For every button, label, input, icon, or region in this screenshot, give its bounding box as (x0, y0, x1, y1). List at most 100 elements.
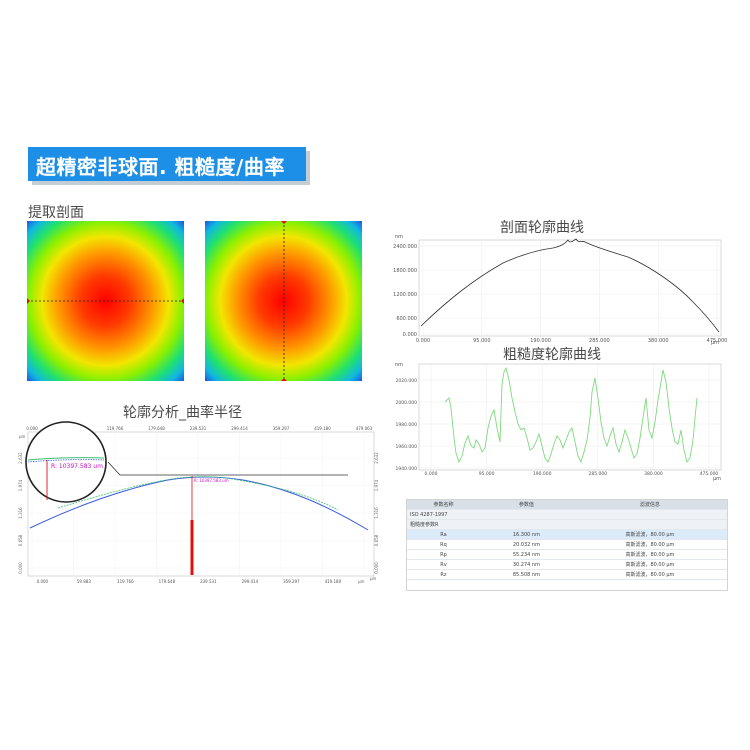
curvature-fit-line (57, 476, 339, 511)
profile-x-tick: 95.000 (473, 338, 491, 344)
table-row[interactable]: Rq 20.032 nm 高斯滤波，80.00 μm (407, 539, 727, 550)
roughness-x-tick: 475.000 (700, 471, 719, 477)
roughness-x-tick: 380.000 (644, 471, 663, 477)
roughness-x-tick: 285.000 (588, 471, 607, 477)
curvature-left-tick: 0.658 (18, 534, 23, 546)
roughness-x-ticks: 0.000 95.000 190.000 285.000 380.000 475.000 (425, 471, 719, 477)
roughness-curve-label: 粗糙度轮廓曲线 (503, 347, 601, 363)
curvature-bottom-tick: 119.766 (117, 579, 134, 584)
curvature-left-tick: 1.316 (18, 507, 23, 519)
param-filter: 高斯滤波，80.00 μm (572, 539, 727, 550)
curvature-left-tick: 0.000 (18, 562, 23, 574)
curvature-bottom-tick: 239.531 (200, 579, 217, 584)
curvature-bottom-ticks: 0.000 59.883 119.766 179.648 239.531 299.414 3… (37, 579, 342, 584)
curvature-bottom-tick: 0.000 (37, 579, 49, 584)
roughness-y-tick: 2020.000 (396, 378, 418, 384)
profile-plot-area (418, 239, 722, 337)
param-value: 16.300 nm (479, 529, 573, 540)
profile-y-tick: 2400.000 (393, 244, 417, 250)
curvature-top-tick: 119.766 (107, 426, 124, 431)
profile-y-tick: 1200.000 (393, 292, 417, 298)
heatmap-horizontal-section[interactable] (27, 221, 184, 381)
section-marker-bottom (281, 378, 287, 381)
profile-x-tick: 380.000 (648, 338, 669, 344)
curvature-left-unit: μm (19, 434, 26, 439)
profile-y-tick: 0.000 (403, 332, 417, 338)
extract-profile-label: 提取剖面 (28, 205, 84, 221)
curvature-bottom-unit: μm (358, 579, 365, 584)
curvature-top-tick: 359.297 (273, 426, 290, 431)
curvature-top-tick: 479.063 (356, 426, 373, 431)
curvature-right-tick: 1.974 (374, 479, 379, 491)
curvature-top-tick: 0.000 (26, 426, 38, 431)
title-banner: 超精密非球面. 粗糙度/曲率 (28, 147, 306, 181)
group-row[interactable]: 粗糙度参数R (407, 519, 727, 530)
roughness-y-unit: nm (395, 362, 403, 368)
zoom-profile-line (27, 459, 105, 463)
header-param-name[interactable]: 参数名称 (407, 500, 480, 510)
roughness-y-tick: 1960.000 (396, 444, 418, 450)
profile-x-tick: 0.000 (416, 338, 430, 344)
curvature-right-tick: 1.316 (374, 507, 379, 519)
profile-grid (419, 240, 721, 336)
header-param-value[interactable]: 参数值 (479, 500, 573, 510)
roughness-curve-chart[interactable]: nm 2020.000 2000.000 1980.000 1960.000 1940.… (393, 358, 728, 482)
roughness-y-tick: 1940.000 (396, 466, 418, 472)
param-name: Rq (407, 539, 480, 550)
profile-x-tick: 475.000 (707, 338, 728, 344)
curvature-right-tick: 0.658 (374, 534, 379, 546)
radius-label: R: 10397.583 um (51, 463, 103, 470)
zoom-connector-line (107, 461, 348, 476)
table-row[interactable]: Rp 55.234 nm 高斯滤波，80.00 μm (407, 549, 727, 560)
table-row[interactable]: Rv 30.274 nm 高斯滤波，80.00 μm (407, 559, 727, 570)
profile-curve-chart[interactable]: nm 2400.000 1800.000 1200.000 600.000 0.000 … (393, 230, 728, 346)
profile-y-tick: 600.000 (396, 316, 417, 322)
profile-x-ticks: 0.000 95.000 190.000 285.000 380.000 475.000 (416, 338, 728, 344)
params-table-panel: 参数名称 参数值 滤波信息 ISO 4287-1997 粗糙度参数R Ra 16… (406, 499, 728, 591)
roughness-y-tick: 2000.000 (396, 400, 418, 406)
curvature-chart[interactable]: 0.000 59.883 119.766 179.648 239.531 299.414 3… (18, 420, 380, 588)
roughness-line (444, 366, 698, 464)
curvature-left-tick: 2.632 (18, 452, 23, 464)
zoom-fit-line (27, 457, 105, 461)
heatmap-vertical-section[interactable] (205, 221, 362, 381)
curvature-bottom-tick: 419.180 (325, 579, 342, 584)
header-filter-info[interactable]: 滤波信息 (572, 500, 727, 510)
roughness-plot-area (418, 363, 722, 471)
param-value: 20.032 nm (479, 539, 573, 550)
profile-x-tick: 285.000 (589, 338, 610, 344)
roughness-grid (419, 364, 721, 470)
roughness-x-unit: μm (713, 476, 721, 482)
roughness-x-tick: 190.000 (533, 471, 552, 477)
table-row[interactable]: Rz 85.508 nm 高斯滤波，80.00 μm (407, 569, 727, 580)
roughness-x-tick: 0.000 (425, 471, 438, 477)
curvature-top-tick: 239.531 (190, 426, 207, 431)
param-name: Rv (407, 559, 480, 570)
curvature-analysis-label: 轮廓分析_曲率半径 (123, 405, 242, 421)
banner-title: 超精密非球面. 粗糙度/曲率 (36, 155, 285, 179)
table-row[interactable]: Ra 16.300 nm 高斯滤波，80.00 μm (407, 529, 727, 540)
param-filter: 高斯滤波，80.00 μm (572, 559, 727, 570)
curvature-left-ticks: 2.632 1.974 1.316 0.658 0.000 (18, 452, 23, 574)
curvature-left-tick: 1.974 (18, 479, 23, 491)
param-value: 85.508 nm (479, 569, 573, 580)
profile-x-tick: 190.000 (530, 338, 551, 344)
radius-marker-bar (190, 520, 194, 575)
roughness-y-tick: 1980.000 (396, 422, 418, 428)
section-marker-top (281, 221, 287, 224)
curvature-top-tick: 179.648 (148, 426, 165, 431)
curvature-top-tick: 419.180 (314, 426, 331, 431)
param-value: 30.274 nm (479, 559, 573, 570)
curvature-right-unit: μm (370, 576, 377, 581)
param-name: Rz (407, 569, 480, 580)
params-table: 参数名称 参数值 滤波信息 ISO 4287-1997 粗糙度参数R Ra 16… (407, 500, 727, 580)
param-filter: 高斯滤波，80.00 μm (572, 529, 727, 540)
standard-row[interactable]: ISO 4287-1997 (407, 509, 727, 520)
curvature-right-tick: 2.632 (374, 452, 379, 464)
curvature-top-tick: 299.414 (231, 426, 248, 431)
roughness-y-ticks: 2020.000 2000.000 1980.000 1960.000 1940.000 (396, 378, 418, 472)
param-filter: 高斯滤波，80.00 μm (572, 569, 727, 580)
curvature-bottom-tick: 179.648 (159, 579, 176, 584)
profile-y-ticks: 2400.000 1800.000 1200.000 600.000 0.000 (393, 244, 417, 338)
profile-curve-label: 剖面轮廓曲线 (500, 220, 584, 236)
